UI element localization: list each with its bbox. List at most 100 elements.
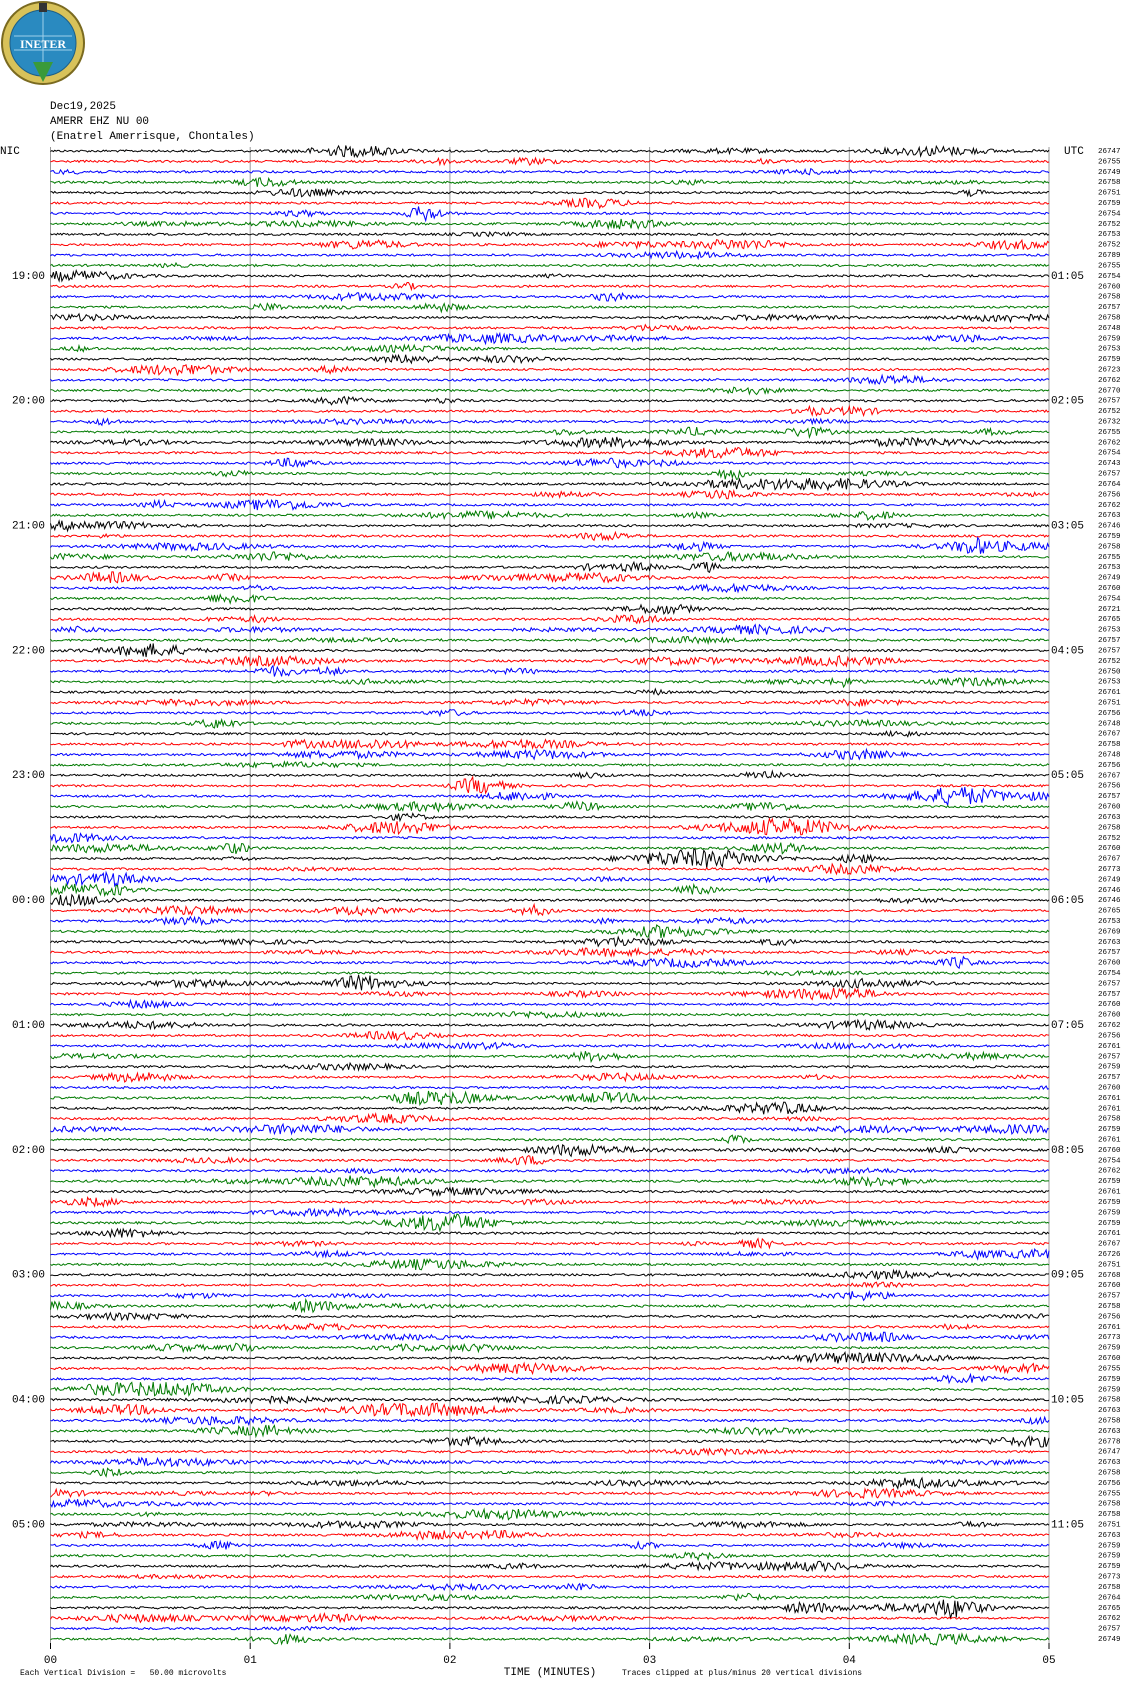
trace	[50, 955, 1050, 970]
row-count: 26747	[1098, 1449, 1121, 1457]
row-count: 26763	[1098, 1407, 1121, 1415]
trace	[50, 870, 1050, 888]
logo: INETER	[1, 1, 85, 85]
row-count: 26759	[1098, 1220, 1121, 1228]
trace	[50, 353, 1049, 365]
row-count: 26789	[1098, 252, 1121, 260]
row-count: 26759	[1098, 356, 1121, 364]
left-time-label: 20:00	[12, 396, 45, 408]
row-count: 26757	[1098, 647, 1121, 655]
row-count: 26758	[1098, 314, 1121, 322]
row-count: 26761	[1098, 1043, 1121, 1051]
trace	[50, 218, 1050, 231]
trace	[50, 1507, 1050, 1521]
trace	[50, 1311, 1050, 1322]
row-count: 26758	[1098, 543, 1121, 551]
station: AMERR EHZ NU 00	[50, 116, 149, 128]
trace	[50, 1297, 1050, 1314]
trace	[50, 1539, 1050, 1550]
x-axis-label: TIME (MINUTES)	[504, 1667, 596, 1679]
trace	[50, 560, 1049, 574]
row-count: 26721	[1098, 606, 1121, 614]
row-count: 26764	[1098, 481, 1121, 489]
trace	[50, 1487, 1050, 1500]
row-count: 26760	[1098, 845, 1121, 853]
trace	[50, 817, 1050, 836]
date: Dec19,2025	[50, 101, 116, 113]
trace	[50, 1592, 1050, 1602]
row-count: 26762	[1098, 1168, 1121, 1176]
row-count: 26752	[1098, 242, 1121, 250]
row-count: 26762	[1098, 1022, 1121, 1030]
row-count: 26756	[1098, 762, 1121, 770]
row-count: 26753	[1098, 346, 1121, 354]
row-count: 26763	[1098, 939, 1121, 947]
left-time-label: 23:00	[12, 770, 45, 782]
trace	[50, 206, 1050, 223]
trace	[50, 987, 1050, 1001]
left-time-label: 05:00	[12, 1519, 45, 1531]
trace	[50, 1331, 1050, 1344]
trace	[50, 738, 1050, 750]
row-count: 26753	[1098, 564, 1121, 572]
trace	[50, 530, 1050, 542]
row-count: 26755	[1098, 429, 1121, 437]
trace	[50, 613, 1050, 625]
left-time-label: 03:00	[12, 1270, 45, 1282]
trace	[50, 1381, 1050, 1397]
trace	[50, 446, 1050, 459]
row-count: 26748	[1098, 325, 1121, 333]
row-count: 26760	[1098, 1355, 1121, 1363]
trace	[50, 747, 1050, 761]
trace	[50, 1071, 1050, 1083]
trace	[50, 230, 1050, 238]
trace	[50, 1467, 1050, 1478]
trace	[50, 603, 1050, 616]
row-count: 26746	[1098, 887, 1121, 895]
row-count: 26763	[1098, 1532, 1121, 1540]
trace	[50, 1101, 1050, 1115]
trace	[50, 1456, 1050, 1468]
row-count: 26759	[1098, 533, 1121, 541]
trace	[50, 291, 1050, 303]
row-count: 26760	[1098, 1084, 1121, 1092]
right-time-label: 01:05	[1051, 271, 1084, 283]
row-count: 26758	[1098, 1469, 1121, 1477]
row-count: 26757	[1098, 1074, 1121, 1082]
trace	[50, 654, 1050, 668]
row-count: 26758	[1098, 824, 1121, 832]
trace	[50, 1227, 1050, 1239]
row-count: 26750	[1098, 668, 1121, 676]
trace	[50, 436, 1050, 449]
trace	[50, 924, 1050, 938]
trace	[50, 238, 1050, 251]
row-count: 26756	[1098, 710, 1121, 718]
row-count: 26757	[1098, 949, 1121, 957]
trace	[50, 1415, 1050, 1427]
right-zone-label: UTC	[1064, 146, 1084, 158]
trace	[50, 800, 1050, 813]
row-count: 26757	[1098, 793, 1121, 801]
trace	[50, 1122, 1050, 1136]
trace	[50, 468, 1050, 481]
trace	[50, 1529, 1050, 1542]
trace	[50, 1434, 1050, 1448]
trace	[50, 623, 1050, 636]
row-count: 26723	[1098, 367, 1121, 375]
trace	[50, 395, 1050, 406]
trace	[50, 902, 1049, 917]
trace	[50, 1166, 1050, 1175]
trace	[50, 1372, 1049, 1385]
row-count: 26762	[1098, 439, 1121, 447]
row-count: 26778	[1098, 1438, 1121, 1446]
trace	[50, 261, 1050, 269]
right-time-label: 08:05	[1051, 1145, 1084, 1157]
right-time-label: 11:05	[1051, 1519, 1084, 1531]
row-count: 26767	[1098, 731, 1121, 739]
trace	[50, 1290, 1050, 1302]
trace	[50, 417, 1050, 427]
row-count: 26760	[1098, 804, 1121, 812]
trace	[50, 1447, 1050, 1457]
row-count: 26755	[1098, 1365, 1121, 1373]
row-count: 26751	[1098, 1522, 1121, 1530]
